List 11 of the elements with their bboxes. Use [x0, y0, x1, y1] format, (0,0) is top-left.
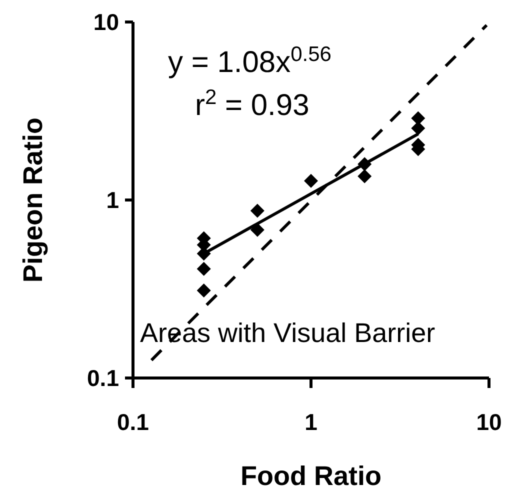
annotation: r$^{2}$ = 0.93 [195, 86, 310, 122]
y-tick-label: 0.1 [87, 365, 120, 391]
x-axis-title: Food Ratio [240, 461, 382, 491]
x-tick-label: 1 [304, 409, 318, 435]
annotation: Areas with Visual Barrier [140, 318, 436, 348]
y-axis-title: Pigeon Ratio [18, 117, 48, 283]
x-tick-label: 0.1 [117, 409, 150, 435]
x-tick-label: 10 [476, 409, 502, 435]
y-tick-label: 1 [106, 187, 120, 213]
annotation: y = 1.08x$^{0.56}$ [168, 42, 332, 79]
y-tick-label: 10 [93, 9, 119, 35]
